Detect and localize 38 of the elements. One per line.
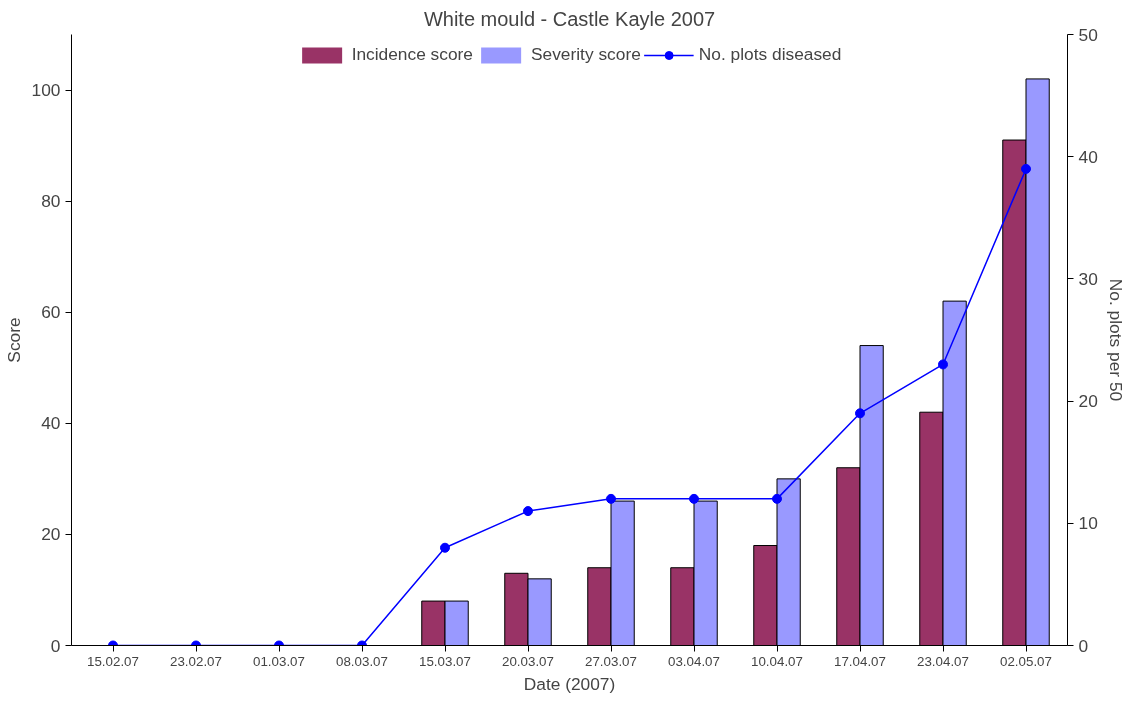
y-tick-label: 20 [41, 524, 61, 545]
point [523, 506, 533, 517]
legend-label: Severity score [531, 44, 641, 65]
point [772, 493, 782, 504]
y-tick-label: 80 [41, 191, 61, 212]
x-axis-title: Date (2007) [523, 673, 616, 694]
y2-tick-label: 0 [1078, 635, 1089, 656]
x-tick-label: 08.03.07 [336, 653, 388, 669]
point [440, 542, 450, 553]
x-tick-label: 20.03.07 [502, 653, 554, 669]
point [855, 408, 865, 419]
y2-tick-label: 40 [1078, 146, 1098, 167]
point [938, 359, 948, 370]
y-axis-title: Score [3, 317, 24, 363]
chart-title: White mould - Castle Kayle 2007 [423, 7, 716, 30]
legend-label: Incidence score [351, 44, 474, 65]
x-tick-label: 27.03.07 [585, 653, 637, 669]
x-tick-label: 23.02.07 [170, 653, 222, 669]
y-tick-label: 100 [31, 80, 61, 101]
point [689, 493, 699, 504]
x-tick-label: 23.04.07 [917, 653, 969, 669]
y-tick-label: 60 [41, 302, 61, 323]
x-tick-label: 03.04.07 [668, 653, 720, 669]
x-tick-label: 10.04.07 [751, 653, 803, 669]
x-tick-label: 15.03.07 [419, 653, 471, 669]
y-tick-label: 40 [41, 413, 61, 434]
y2-tick-label: 30 [1078, 268, 1098, 289]
y2-tick-label: 10 [1078, 513, 1098, 534]
x-tick-label: 01.03.07 [253, 653, 305, 669]
x-tick-label: 17.04.07 [834, 653, 886, 669]
y2-axis-title: No. plots per 50 [1105, 278, 1126, 402]
y2-tick-label: 20 [1078, 391, 1098, 412]
x-tick-label: 15.02.07 [87, 653, 139, 669]
point [606, 493, 616, 504]
y2-tick-label: 50 [1078, 24, 1098, 45]
y-tick-label: 0 [50, 635, 61, 656]
x-tick-label: 02.05.07 [1000, 653, 1052, 669]
legend-label: No. plots diseased [698, 44, 842, 65]
